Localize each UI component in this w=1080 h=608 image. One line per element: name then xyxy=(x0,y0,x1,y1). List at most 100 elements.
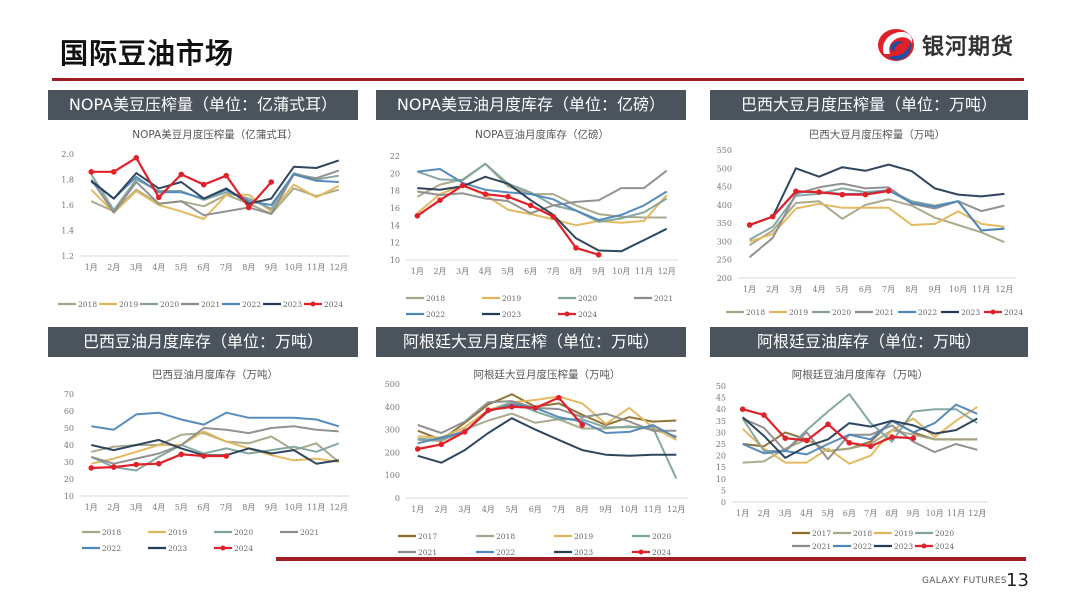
legend-marker xyxy=(638,549,644,555)
legend-label: 2024 xyxy=(578,310,597,319)
data-point-2024 xyxy=(885,188,892,194)
y-tick-label: 400 xyxy=(385,403,400,412)
data-point-2024 xyxy=(803,437,810,444)
y-tick-label: 2.0 xyxy=(61,150,74,159)
legend-label: 2022 xyxy=(242,300,261,309)
data-point-2024 xyxy=(550,213,557,220)
data-point-2024 xyxy=(825,421,831,428)
footer-divider xyxy=(276,557,1026,561)
legend-marker xyxy=(310,301,316,307)
legend-label: 2017 xyxy=(418,532,437,541)
panel-header-brazil-oil-stock: 巴西豆油月度库存（单位：万吨） xyxy=(48,327,358,357)
data-point-2024 xyxy=(437,197,443,203)
legend-label: 2023 xyxy=(574,548,593,557)
legend-label: 2019 xyxy=(168,528,187,537)
legend-label: 2019 xyxy=(789,308,808,317)
y-tick-label: 70 xyxy=(64,390,74,399)
data-point-2024 xyxy=(867,443,874,450)
x-tick-label: 1月 xyxy=(411,267,424,276)
y-tick-label: 30 xyxy=(716,428,726,437)
data-point-2024 xyxy=(793,188,799,195)
y-tick-label: 1.2 xyxy=(61,252,74,261)
y-tick-label: 22 xyxy=(390,152,400,161)
x-tick-label: 2月 xyxy=(107,263,120,272)
y-tick-label: 40 xyxy=(716,405,726,414)
data-point-2024 xyxy=(532,405,539,411)
chart-title: NOPA豆油月度库存（亿磅） xyxy=(475,128,609,141)
x-tick-label: 2月 xyxy=(766,285,779,294)
y-tick-label: 400 xyxy=(717,201,732,210)
legend-label: 2020 xyxy=(578,294,597,303)
y-tick-label: 50 xyxy=(716,382,726,391)
legend-label: 2020 xyxy=(832,308,851,317)
chart-nopa-crush: NOPA美豆月度压榨量（亿蒲式耳） 1.2 1.4 1.6 1.8 2.0 1月 2月 3月 4月… xyxy=(40,122,360,318)
y-tick-label: 1.8 xyxy=(61,176,74,185)
y-tick-label: 0 xyxy=(721,498,726,507)
company-logo: 银河期货 xyxy=(876,26,1014,64)
x-tick-label: 9月 xyxy=(592,267,605,276)
chart-svg: 阿根廷大豆月度压榨量（万吨） 0 100 200 300 400 500 1月 2月 3月 4月 5月… xyxy=(385,368,688,557)
x-tick-label: 10月 xyxy=(612,267,630,276)
chart-svg: 巴西豆油月度库存（万吨） 10 20 30 40 50 60 70 1月 2月 3月 4月 5月 6月 7月… xyxy=(64,368,350,553)
x-tick-label: 8月 xyxy=(242,263,255,272)
series-line-2022 xyxy=(91,411,340,431)
panel-header-argentina-oil-stock: 阿根廷豆油库存（单位：万吨） xyxy=(710,327,1028,357)
x-tick-label: 8月 xyxy=(576,505,589,514)
panel-header-brazil-crush: 巴西大豆月度压榨量（单位：万吨） xyxy=(710,90,1028,120)
data-point-2024 xyxy=(573,245,579,251)
series-line-2022 xyxy=(417,168,668,222)
legend-label: 2022 xyxy=(853,542,872,551)
y-tick-label: 10 xyxy=(64,492,74,501)
y-tick-label: 500 xyxy=(385,380,400,389)
data-point-2024 xyxy=(527,202,534,209)
legend-label: 2018 xyxy=(102,528,121,537)
data-point-2024 xyxy=(200,453,207,459)
series-line-2019 xyxy=(742,406,978,465)
legend-label: 2018 xyxy=(746,308,765,317)
data-point-2024 xyxy=(579,422,586,428)
legend-label: 2020 xyxy=(652,532,671,541)
legend-label: 2021 xyxy=(300,528,319,537)
legend-label: 2021 xyxy=(812,542,831,551)
data-point-2024 xyxy=(505,193,511,200)
y-tick-label: 20 xyxy=(716,452,726,461)
legend-label: 2020 xyxy=(234,528,253,537)
data-point-2024 xyxy=(739,406,746,412)
x-tick-label: 1月 xyxy=(85,263,98,272)
x-tick-label: 10月 xyxy=(285,263,303,272)
data-point-2024 xyxy=(595,252,602,258)
x-tick-label: 7月 xyxy=(547,267,560,276)
legend-label: 2019 xyxy=(894,529,913,538)
x-tick-label: 4月 xyxy=(152,503,165,512)
x-tick-label: 9月 xyxy=(265,263,278,272)
series-line-2020 xyxy=(90,442,340,472)
y-tick-label: 20 xyxy=(64,475,74,484)
x-tick-label: 6月 xyxy=(529,505,542,514)
y-tick-label: 300 xyxy=(717,237,732,246)
data-point-2024 xyxy=(200,181,207,188)
data-point-2024 xyxy=(88,465,95,471)
chart-title: 巴西大豆月度压榨量（万吨） xyxy=(809,128,946,141)
y-tick-label: 40 xyxy=(64,441,74,450)
data-point-2024 xyxy=(839,191,846,198)
chart-nopa-oil-stock: NOPA豆油月度库存（亿磅） 10 12 14 16 18 20 22 1月 2月 3月 4月 5月 6月… xyxy=(370,122,690,322)
x-tick-label: 3月 xyxy=(130,503,143,512)
series-line-2021 xyxy=(748,182,1005,258)
x-tick-label: 5月 xyxy=(175,263,188,272)
x-tick-label: 7月 xyxy=(882,285,895,294)
x-tick-label: 12月 xyxy=(995,285,1013,294)
data-point-2024 xyxy=(223,453,230,459)
series-line-2021 xyxy=(742,417,978,461)
data-point-2024 xyxy=(155,460,162,467)
y-tick-label: 15 xyxy=(716,463,726,472)
x-tick-label: 6月 xyxy=(524,267,537,276)
legend-label: 2021 xyxy=(201,300,220,309)
legend-label: 2021 xyxy=(875,308,894,317)
x-tick-label: 9月 xyxy=(599,505,612,514)
chart-title: 阿根廷大豆月度压榨量（万吨） xyxy=(474,368,621,381)
y-tick-label: 10 xyxy=(390,256,400,265)
x-tick-label: 3月 xyxy=(456,267,469,276)
x-tick-label: 5月 xyxy=(836,285,849,294)
header-divider xyxy=(52,78,1024,81)
